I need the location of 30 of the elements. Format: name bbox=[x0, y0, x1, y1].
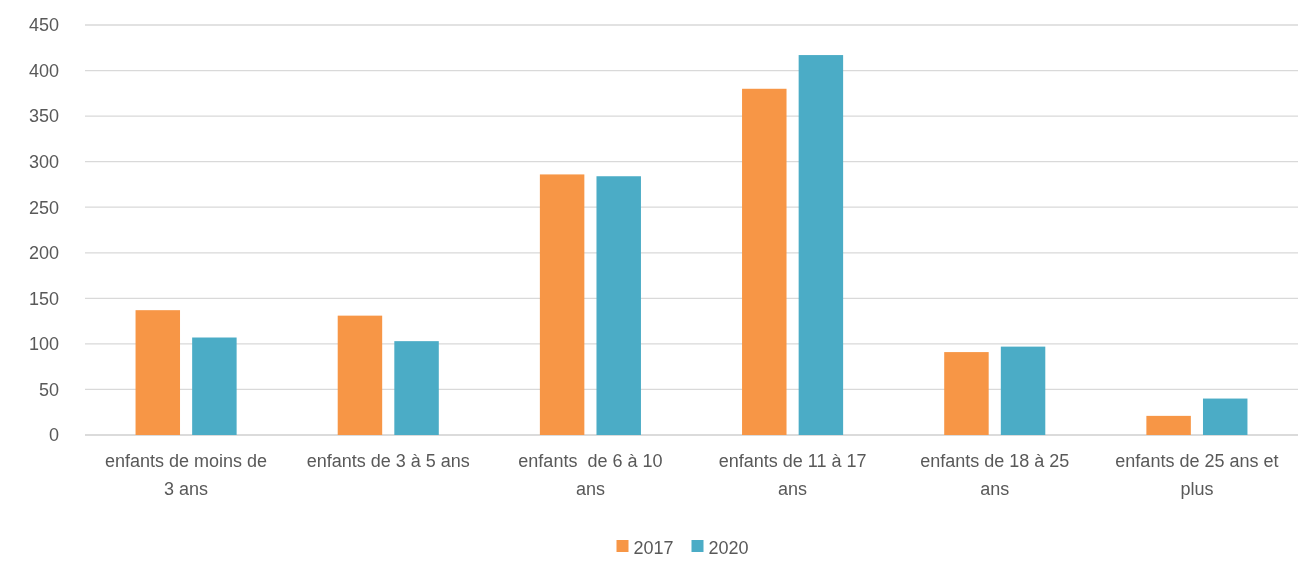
x-tick-label: enfants de 11 à 17 ans bbox=[718, 451, 867, 499]
y-tick-label: 50 bbox=[38, 379, 59, 400]
bar bbox=[798, 55, 844, 435]
y-tick-label: 450 bbox=[28, 15, 59, 36]
bar bbox=[596, 176, 641, 435]
bar bbox=[337, 315, 383, 435]
bar bbox=[1000, 346, 1046, 435]
bar bbox=[1202, 398, 1248, 435]
bar bbox=[192, 337, 237, 435]
y-tick-label: 150 bbox=[28, 288, 59, 309]
y-tick-label: 300 bbox=[28, 151, 59, 172]
bar bbox=[742, 88, 787, 435]
y-tick-label: 250 bbox=[28, 197, 59, 218]
y-tick-label: 350 bbox=[28, 106, 59, 127]
bar bbox=[539, 174, 585, 435]
x-tick-label: enfants de moins de 3 ans bbox=[105, 451, 268, 499]
x-tick-label: enfants de 6 à 10 ans bbox=[518, 451, 663, 499]
bar bbox=[135, 310, 181, 435]
bar bbox=[1146, 415, 1191, 435]
y-tick-label: 400 bbox=[28, 60, 59, 81]
bar bbox=[394, 341, 439, 435]
legend-label: 2020 bbox=[708, 538, 749, 559]
y-tick-label: 100 bbox=[28, 334, 59, 355]
y-tick-label: 0 bbox=[48, 425, 59, 446]
x-tick-label: enfants de 25 ans et plus bbox=[1115, 451, 1279, 499]
legend-label: 2017 bbox=[633, 538, 674, 559]
x-tick-label: enfants de 18 à 25 ans bbox=[920, 451, 1070, 499]
x-tick-label: enfants de 3 à 5 ans bbox=[306, 451, 470, 471]
bar bbox=[944, 352, 989, 435]
y-tick-label: 200 bbox=[28, 243, 59, 264]
